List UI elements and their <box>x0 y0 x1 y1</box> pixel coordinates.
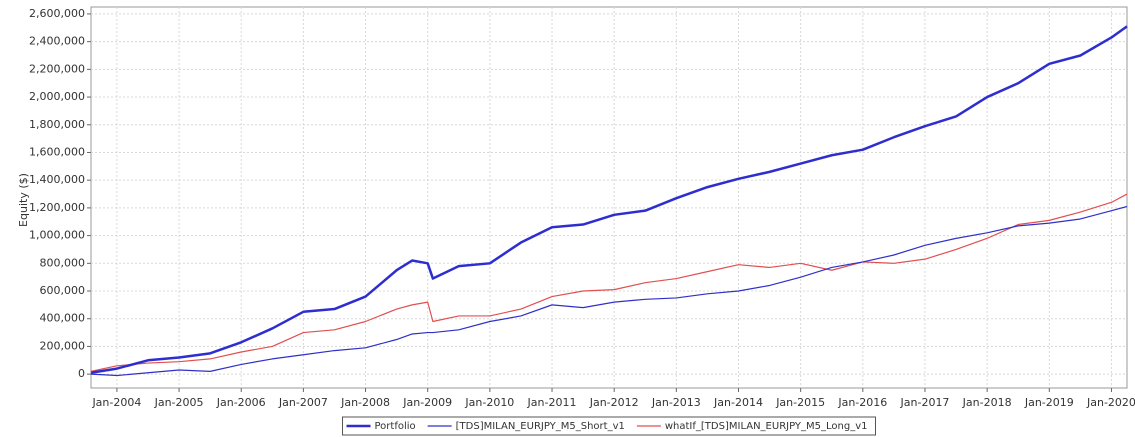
x-tick-label: Jan-2013 <box>651 396 701 409</box>
y-tick-label: 600,000 <box>40 284 86 297</box>
y-tick-label: 800,000 <box>40 256 86 269</box>
y-tick-label: 200,000 <box>40 339 86 352</box>
x-tick-label: Jan-2015 <box>775 396 825 409</box>
x-tick-label: Jan-2016 <box>837 396 887 409</box>
x-tick-label: Jan-2019 <box>1024 396 1074 409</box>
y-tick-label: 1,400,000 <box>29 173 85 186</box>
legend-label: Portfolio <box>375 421 416 432</box>
x-tick-label: Jan-2011 <box>527 396 577 409</box>
x-tick-label: Jan-2012 <box>589 396 639 409</box>
legend-item: [TDS]MILAN_EURJPY_M5_Short_v1 <box>427 421 625 432</box>
x-tick-label: Jan-2018 <box>962 396 1012 409</box>
y-tick-label: 2,600,000 <box>29 7 85 20</box>
legend-label: whatIf_[TDS]MILAN_EURJPY_M5_Long_v1 <box>665 421 868 432</box>
x-tick-label: Jan-2008 <box>340 396 390 409</box>
x-tick-label: Jan-2017 <box>900 396 950 409</box>
series-line <box>90 25 1128 374</box>
y-tick-label: 1,600,000 <box>29 145 85 158</box>
y-tick-label: 1,200,000 <box>29 201 85 214</box>
plot-area <box>90 6 1128 389</box>
series-line <box>90 193 1128 372</box>
y-tick-label: 400,000 <box>40 312 86 325</box>
x-tick-label: Jan-2010 <box>464 396 514 409</box>
y-tick-label: 0 <box>78 367 85 380</box>
x-tick-label: Jan-2014 <box>713 396 763 409</box>
legend-label: [TDS]MILAN_EURJPY_M5_Short_v1 <box>456 421 625 432</box>
legend-box <box>342 416 876 436</box>
y-axis-label: Equity ($) <box>17 173 30 227</box>
x-tick-label: Jan-2009 <box>402 396 452 409</box>
series-line <box>90 205 1128 377</box>
x-tick-label: Jan-2004 <box>91 396 141 409</box>
y-tick-label: 2,200,000 <box>29 62 85 75</box>
legend-item: Portfolio <box>346 421 416 432</box>
y-tick-label: 1,000,000 <box>29 229 85 242</box>
y-tick-label: 2,400,000 <box>29 35 85 48</box>
x-tick-label: Jan-2006 <box>216 396 266 409</box>
y-tick-label: 1,800,000 <box>29 118 85 131</box>
x-tick-label: Jan-2020 <box>1086 396 1135 409</box>
x-tick-label: Jan-2007 <box>278 396 328 409</box>
legend-item: whatIf_[TDS]MILAN_EURJPY_M5_Long_v1 <box>636 421 868 432</box>
y-tick-label: 2,000,000 <box>29 90 85 103</box>
x-tick-label: Jan-2005 <box>154 396 204 409</box>
